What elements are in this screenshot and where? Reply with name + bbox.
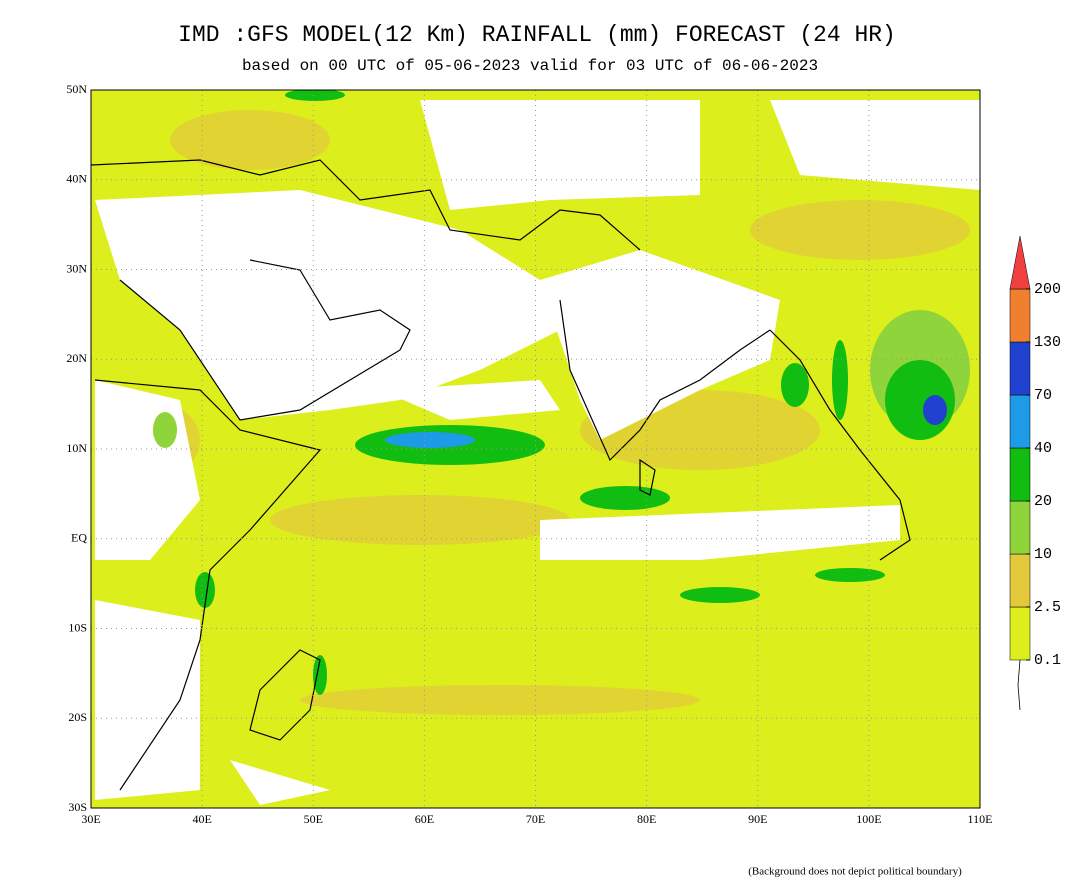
grid <box>91 90 980 808</box>
colorbar-bin <box>1009 341 1031 396</box>
colorbar-label: 10 <box>1034 546 1052 563</box>
lon-label: 110E <box>968 812 993 826</box>
colorbar-label: 40 <box>1034 440 1052 457</box>
subtitle: based on 00 UTC of 05-06-2023 valid for … <box>242 57 818 75</box>
lat-label: 20S <box>68 710 87 724</box>
lat-label: 10N <box>66 441 87 455</box>
lat-label: 30N <box>66 261 87 275</box>
colorbar-bin <box>1009 553 1031 608</box>
lon-label: 100E <box>856 812 881 826</box>
lon-label: 50E <box>304 812 323 826</box>
footer-note: (Background does not depict political bo… <box>748 866 962 878</box>
lon-label: 70E <box>526 812 545 826</box>
lon-label: 60E <box>415 812 434 826</box>
colorbar-bin <box>1009 447 1031 502</box>
lat-label: 30S <box>68 800 87 814</box>
map-frame <box>90 89 981 809</box>
colorbar-bin <box>1009 606 1031 661</box>
lon-label: 90E <box>748 812 767 826</box>
dry-areas <box>95 100 980 805</box>
lon-label: 80E <box>637 812 656 826</box>
colorbar-label: 20 <box>1034 493 1052 510</box>
colorbar-label: 2.5 <box>1034 599 1061 616</box>
lon-label: 30E <box>81 812 100 826</box>
colorbar-label: 200 <box>1034 281 1061 298</box>
lat-label: 50N <box>66 82 87 96</box>
lat-label: 40N <box>66 172 87 186</box>
map <box>90 89 981 809</box>
colorbar-tail <box>1017 659 1021 711</box>
colorbar: 0.1 2.5 10 20 40 70 130 200 <box>1009 235 1061 711</box>
colorbar-label: 130 <box>1034 334 1061 351</box>
title: IMD :GFS MODEL(12 Km) RAINFALL (mm) FORE… <box>178 22 896 48</box>
colorbar-arrow <box>1009 235 1031 290</box>
colorbar-label: 70 <box>1034 387 1052 404</box>
colorbar-bin <box>1009 288 1031 343</box>
rain-heavy <box>153 90 970 695</box>
colorbar-bin <box>1009 394 1031 449</box>
lat-label: 10S <box>68 620 87 634</box>
colorbar-bin <box>1009 500 1031 555</box>
colorbar-label: 0.1 <box>1034 652 1061 669</box>
lat-label: EQ <box>71 531 87 545</box>
coastlines <box>91 159 911 791</box>
lon-label: 40E <box>192 812 211 826</box>
lat-label: 20N <box>66 351 87 365</box>
